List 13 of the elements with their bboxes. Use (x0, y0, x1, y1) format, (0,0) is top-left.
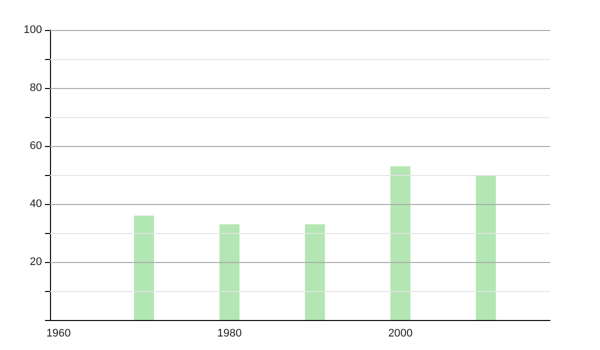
x-tick-label: 1980 (217, 328, 242, 340)
bar (219, 224, 240, 320)
bar (390, 166, 410, 320)
y-tick-label: 20 (30, 256, 42, 268)
y-tick-label: 80 (30, 82, 42, 94)
y-tick-label: 60 (30, 140, 42, 152)
x-tick-label: 1960 (46, 328, 71, 340)
x-tick-label: 2000 (388, 328, 413, 340)
bar (134, 216, 154, 320)
bar (304, 224, 325, 320)
y-tick-label: 100 (24, 24, 42, 36)
bar (476, 175, 496, 320)
y-tick-label: 40 (30, 198, 42, 210)
